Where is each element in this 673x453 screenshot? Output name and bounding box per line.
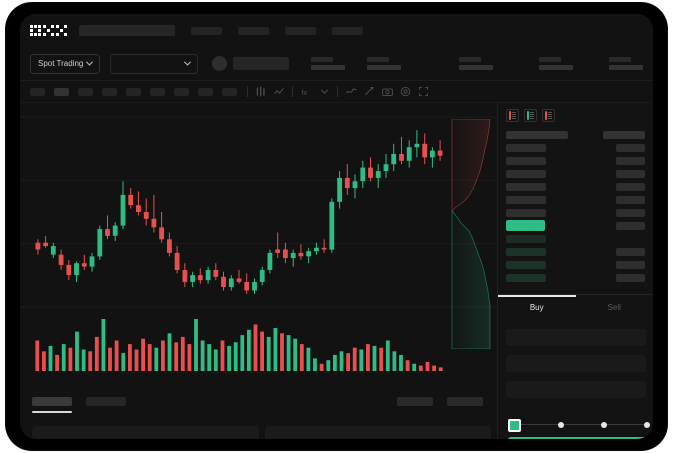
orderbook-ask-row[interactable]	[506, 141, 645, 154]
orders-action-2[interactable]	[447, 396, 483, 406]
chart-type-chevron-icon[interactable]	[318, 85, 331, 98]
ticker-stat-5	[609, 57, 644, 70]
orderbook-bid-row[interactable]	[506, 271, 645, 284]
global-search-placeholder[interactable]	[79, 25, 175, 36]
timeframe-3[interactable]	[78, 87, 93, 96]
indicators-icon[interactable]: fx	[300, 85, 313, 98]
orders-action-1[interactable]	[397, 396, 433, 406]
svg-text:fx: fx	[302, 88, 308, 97]
orders-tab-bar	[20, 386, 497, 416]
timeframe-4[interactable]	[102, 87, 117, 96]
orders-tab-inactive[interactable]	[86, 396, 126, 406]
okx-logo-k	[43, 25, 54, 36]
orderbook-ask-row[interactable]	[506, 206, 645, 219]
ticker-stat-2	[367, 57, 402, 70]
bottom-panel-1[interactable]	[32, 426, 259, 439]
app-viewport: Spot Trading	[20, 14, 653, 439]
toolbar-divider	[247, 86, 248, 97]
orderbook-rows	[498, 126, 653, 284]
orders-tab-underline	[32, 411, 72, 413]
orderbook-bid-row[interactable]	[506, 245, 645, 258]
timeframe-7[interactable]	[174, 87, 189, 96]
trading-pair-selector[interactable]	[110, 53, 199, 74]
nav-item-1[interactable]	[191, 26, 222, 35]
chevron-down-icon	[184, 58, 192, 66]
last-price-highlight	[506, 220, 545, 231]
orderbook-ask-row[interactable]	[506, 154, 645, 167]
orderbook-mode-bids[interactable]	[524, 109, 537, 122]
stepper-node-1[interactable]	[508, 418, 521, 432]
orderbook-bid-row[interactable]	[506, 258, 645, 271]
orderbook-and-trade-panel: Buy Sell	[497, 103, 653, 439]
chart-toolbar: fx	[20, 81, 653, 103]
ticker-stat-1	[311, 57, 346, 70]
orderbook-ask-row[interactable]	[506, 167, 645, 180]
bottom-panel-row	[20, 426, 497, 439]
bottom-panel-2[interactable]	[264, 426, 491, 439]
pair-symbol-placeholder	[233, 57, 290, 70]
volume-histogram	[35, 319, 443, 371]
orders-tab-active[interactable]	[32, 396, 72, 406]
line-chart-icon[interactable]	[273, 85, 286, 98]
chevron-down-icon	[86, 58, 94, 66]
okx-logo-x	[56, 25, 67, 36]
stepper-track	[514, 424, 650, 425]
nav-item-2[interactable]	[238, 26, 269, 35]
tab-sell[interactable]: Sell	[607, 303, 621, 312]
orderbook-ask-row[interactable]	[506, 193, 645, 206]
orderbook-header-row	[506, 128, 645, 141]
orderbook-mode-both[interactable]	[506, 109, 519, 122]
camera-icon[interactable]	[381, 85, 394, 98]
submit-order-button[interactable]	[508, 437, 653, 439]
timeframe-8[interactable]	[198, 87, 213, 96]
timeframe-9[interactable]	[222, 87, 237, 96]
timeframe-1[interactable]	[30, 87, 45, 96]
timeframe-5[interactable]	[126, 87, 141, 96]
ticker-stat-3	[459, 57, 494, 70]
measure-icon[interactable]	[363, 85, 376, 98]
order-field-2[interactable]	[506, 355, 646, 372]
buy-sell-tabs: Buy Sell	[498, 294, 653, 320]
nav-item-4[interactable]	[332, 26, 363, 35]
market-type-label: Spot Trading	[38, 59, 84, 68]
tab-buy[interactable]: Buy	[498, 295, 576, 320]
nav-item-3[interactable]	[285, 26, 316, 35]
orderbook-mode-asks[interactable]	[542, 109, 555, 122]
okx-logo[interactable]	[30, 24, 67, 37]
timeframe-6[interactable]	[150, 87, 165, 96]
order-field-3[interactable]	[506, 381, 646, 398]
market-ticker-bar: Spot Trading	[20, 47, 653, 81]
toolbar-divider	[337, 86, 338, 97]
ticker-stat-4	[539, 57, 574, 70]
stepper-node-4[interactable]	[644, 422, 650, 428]
candlestick-series	[20, 116, 497, 308]
stepper-node-3[interactable]	[601, 422, 607, 428]
order-field-1[interactable]	[506, 329, 646, 346]
fullscreen-icon[interactable]	[417, 85, 430, 98]
amount-percent-stepper[interactable]	[508, 418, 650, 432]
stepper-node-2[interactable]	[558, 422, 564, 428]
settings-icon[interactable]	[399, 85, 412, 98]
coin-avatar-icon	[212, 56, 228, 71]
price-chart[interactable]	[20, 103, 497, 394]
orderbook-last-price-row	[506, 219, 645, 232]
orderbook-mode-toggle-group	[498, 103, 653, 126]
okx-logo-o	[30, 25, 41, 36]
top-navigation-bar	[20, 14, 653, 47]
orderbook-ask-row[interactable]	[506, 180, 645, 193]
orderbook-bid-row[interactable]	[506, 232, 645, 245]
trendline-icon[interactable]	[345, 85, 358, 98]
tablet-device-frame: Spot Trading	[6, 3, 667, 450]
toolbar-divider	[292, 86, 293, 97]
market-type-selector[interactable]: Spot Trading	[30, 53, 101, 74]
timeframe-2[interactable]	[54, 87, 69, 96]
candlestick-icon[interactable]	[255, 85, 268, 98]
